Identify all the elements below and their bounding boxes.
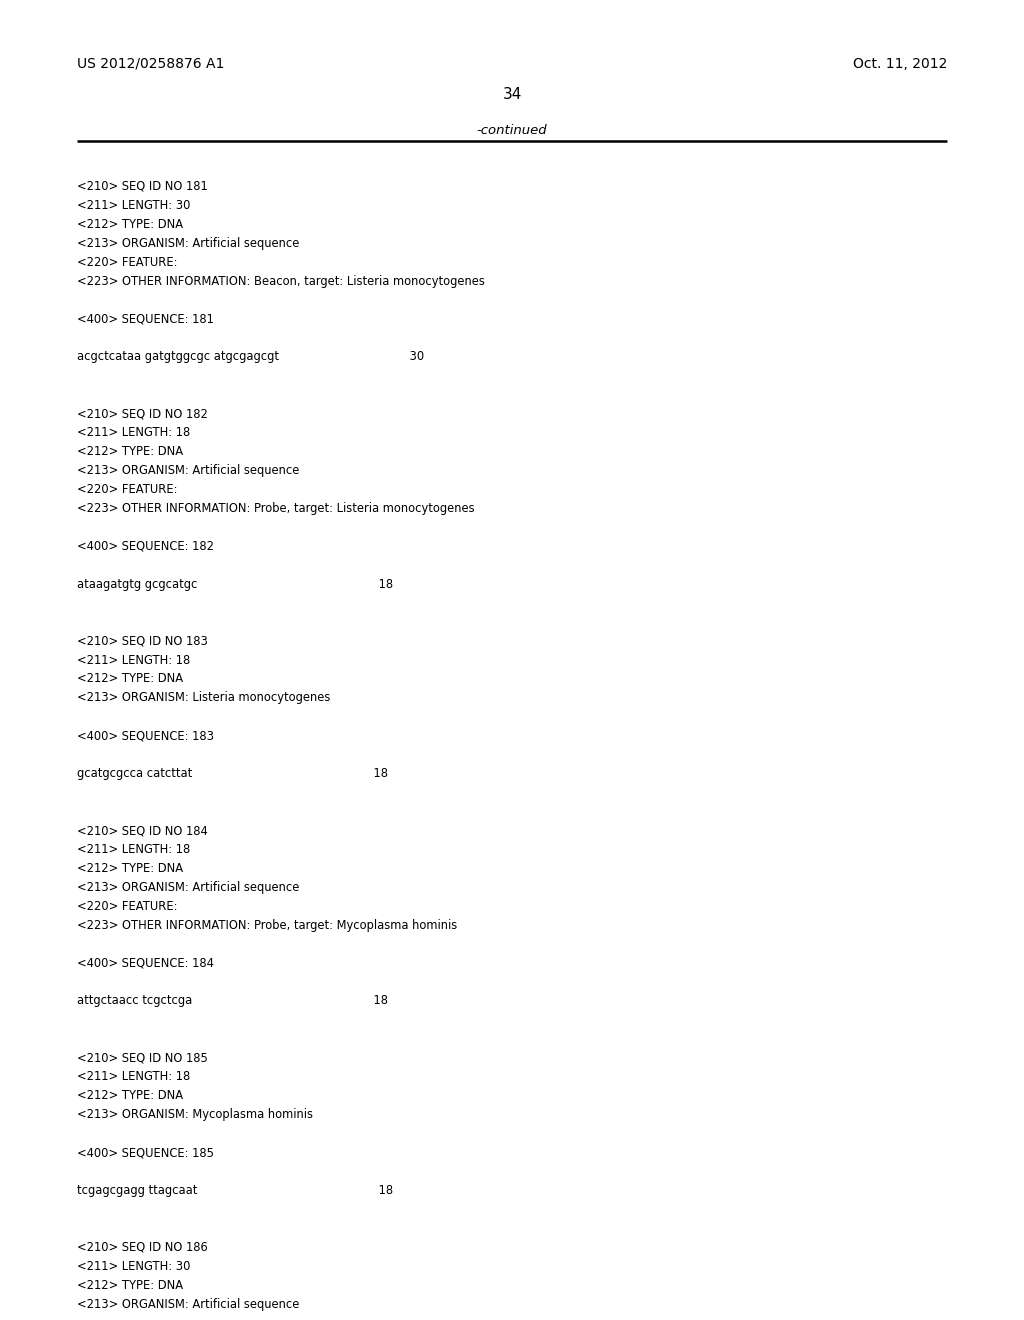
Text: <211> LENGTH: 18: <211> LENGTH: 18 <box>77 653 190 667</box>
Text: <400> SEQUENCE: 185: <400> SEQUENCE: 185 <box>77 1146 214 1159</box>
Text: <210> SEQ ID NO 182: <210> SEQ ID NO 182 <box>77 408 208 420</box>
Text: <223> OTHER INFORMATION: Beacon, target: Listeria monocytogenes: <223> OTHER INFORMATION: Beacon, target:… <box>77 275 484 288</box>
Text: <220> FEATURE:: <220> FEATURE: <box>77 256 177 269</box>
Text: <213> ORGANISM: Mycoplasma hominis: <213> ORGANISM: Mycoplasma hominis <box>77 1109 312 1121</box>
Text: <212> TYPE: DNA: <212> TYPE: DNA <box>77 862 183 875</box>
Text: <400> SEQUENCE: 181: <400> SEQUENCE: 181 <box>77 313 214 326</box>
Text: <212> TYPE: DNA: <212> TYPE: DNA <box>77 1279 183 1291</box>
Text: 34: 34 <box>503 87 521 102</box>
Text: <400> SEQUENCE: 184: <400> SEQUENCE: 184 <box>77 957 214 970</box>
Text: <212> TYPE: DNA: <212> TYPE: DNA <box>77 672 183 685</box>
Text: <400> SEQUENCE: 182: <400> SEQUENCE: 182 <box>77 540 214 553</box>
Text: <220> FEATURE:: <220> FEATURE: <box>77 483 177 496</box>
Text: <210> SEQ ID NO 185: <210> SEQ ID NO 185 <box>77 1051 208 1064</box>
Text: <211> LENGTH: 18: <211> LENGTH: 18 <box>77 843 190 855</box>
Text: attgctaacc tcgctcga                                                  18: attgctaacc tcgctcga 18 <box>77 994 388 1007</box>
Text: <210> SEQ ID NO 183: <210> SEQ ID NO 183 <box>77 635 208 648</box>
Text: <213> ORGANISM: Artificial sequence: <213> ORGANISM: Artificial sequence <box>77 236 299 249</box>
Text: Oct. 11, 2012: Oct. 11, 2012 <box>853 57 947 71</box>
Text: <210> SEQ ID NO 186: <210> SEQ ID NO 186 <box>77 1241 208 1254</box>
Text: <213> ORGANISM: Artificial sequence: <213> ORGANISM: Artificial sequence <box>77 880 299 894</box>
Text: <400> SEQUENCE: 183: <400> SEQUENCE: 183 <box>77 729 214 742</box>
Text: <212> TYPE: DNA: <212> TYPE: DNA <box>77 445 183 458</box>
Text: <211> LENGTH: 18: <211> LENGTH: 18 <box>77 426 190 440</box>
Text: -continued: -continued <box>477 124 547 137</box>
Text: <212> TYPE: DNA: <212> TYPE: DNA <box>77 218 183 231</box>
Text: <223> OTHER INFORMATION: Probe, target: Listeria monocytogenes: <223> OTHER INFORMATION: Probe, target: … <box>77 502 474 515</box>
Text: <213> ORGANISM: Artificial sequence: <213> ORGANISM: Artificial sequence <box>77 1298 299 1311</box>
Text: US 2012/0258876 A1: US 2012/0258876 A1 <box>77 57 224 71</box>
Text: gcatgcgcca catcttat                                                  18: gcatgcgcca catcttat 18 <box>77 767 388 780</box>
Text: <212> TYPE: DNA: <212> TYPE: DNA <box>77 1089 183 1102</box>
Text: <211> LENGTH: 18: <211> LENGTH: 18 <box>77 1071 190 1084</box>
Text: <213> ORGANISM: Artificial sequence: <213> ORGANISM: Artificial sequence <box>77 465 299 477</box>
Text: <210> SEQ ID NO 181: <210> SEQ ID NO 181 <box>77 180 208 193</box>
Text: <220> FEATURE:: <220> FEATURE: <box>77 900 177 912</box>
Text: <223> OTHER INFORMATION: Probe, target: Mycoplasma hominis: <223> OTHER INFORMATION: Probe, target: … <box>77 919 457 932</box>
Text: <210> SEQ ID NO 184: <210> SEQ ID NO 184 <box>77 824 208 837</box>
Text: <213> ORGANISM: Listeria monocytogenes: <213> ORGANISM: Listeria monocytogenes <box>77 692 330 705</box>
Text: acgctcataa gatgtggcgc atgcgagcgt                                    30: acgctcataa gatgtggcgc atgcgagcgt 30 <box>77 350 424 363</box>
Text: tcgagcgagg ttagcaat                                                  18: tcgagcgagg ttagcaat 18 <box>77 1184 393 1197</box>
Text: ataagatgtg gcgcatgc                                                  18: ataagatgtg gcgcatgc 18 <box>77 578 393 591</box>
Text: <211> LENGTH: 30: <211> LENGTH: 30 <box>77 1259 190 1272</box>
Text: <211> LENGTH: 30: <211> LENGTH: 30 <box>77 199 190 213</box>
